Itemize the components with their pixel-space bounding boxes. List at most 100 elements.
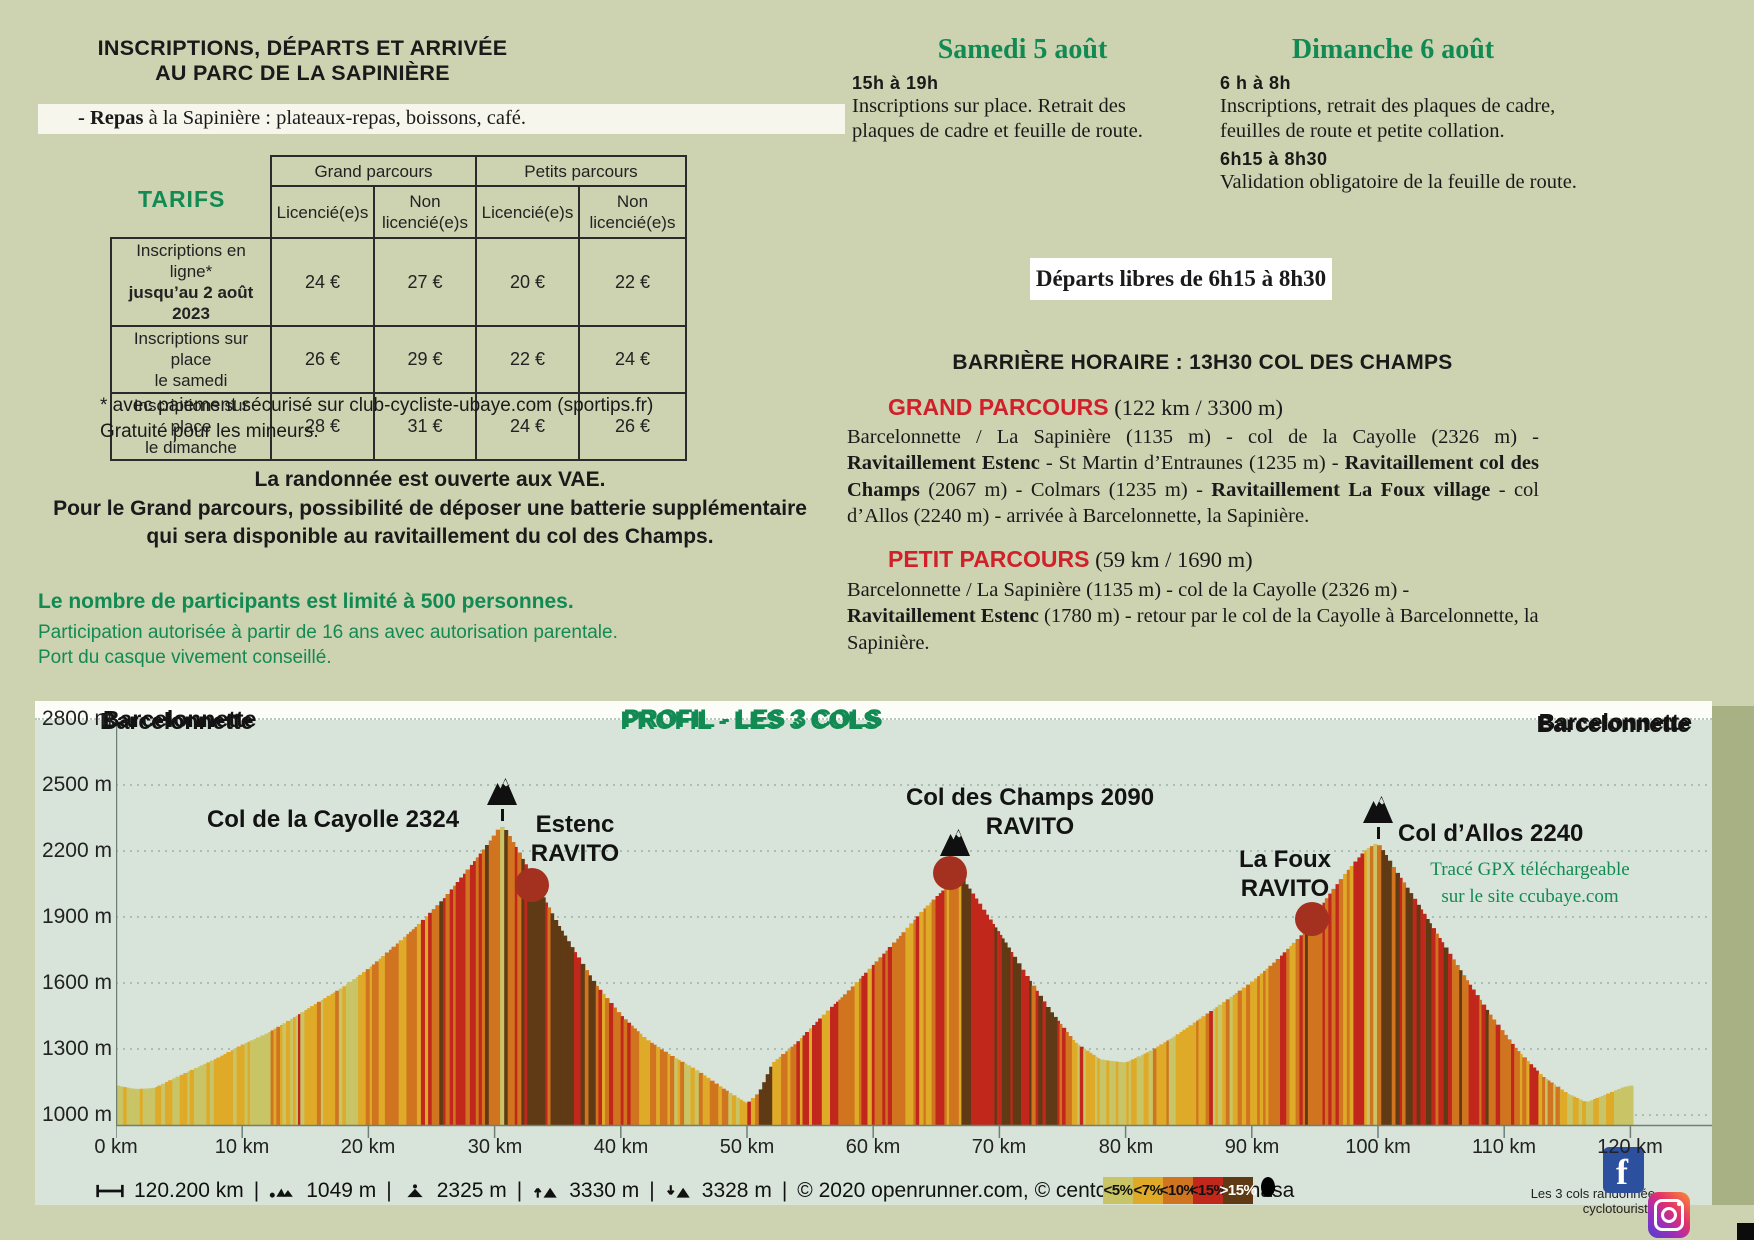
x-axis-label: 60 km	[845, 1136, 901, 1158]
grade-legend: <5% <7% <10% <15% >15%	[1103, 1177, 1257, 1204]
chart-title: PROFIL - LES 3 COLS	[620, 707, 880, 735]
x-axis-label: 40 km	[593, 1136, 649, 1158]
grade-legend-item: <15%	[1190, 1177, 1227, 1204]
price-cell: 31 €	[373, 392, 477, 461]
price-cell: 22 €	[578, 237, 687, 327]
x-axis-label: 100 km	[1345, 1136, 1411, 1158]
tarifs-corner-cell	[111, 156, 271, 186]
instagram-icon[interactable]	[1648, 1192, 1690, 1238]
stat-value: 3328 m	[701, 1179, 772, 1202]
x-axis-label: 120 km	[1597, 1136, 1663, 1158]
age-line: Participation autorisée à partir de 16 a…	[38, 622, 618, 643]
price-cell: 24 €	[270, 237, 375, 327]
participants-note: Le nombre de participants est limité à 5…	[38, 590, 618, 670]
grand-parcours-description: Barcelonnette / La Sapinière (1135 m) - …	[847, 426, 1540, 527]
price-cell: 29 €	[373, 325, 477, 394]
grade-legend-item: >15%	[1220, 1177, 1257, 1204]
helmet-line: Port du casque vivement conseillé.	[38, 647, 332, 668]
x-axis-label: 10 km	[214, 1136, 270, 1158]
footnote-payment: * avec paiement sécurisé sur club-cyclis…	[100, 395, 654, 416]
row-label: Inscriptions sur place le dimanche	[110, 392, 272, 461]
label-col-cayolle: Col de la Cayolle 2324	[206, 806, 460, 833]
stat-value: 120.200 km	[134, 1179, 244, 1202]
label-estenc-ravito: Estenc RAVITO	[530, 811, 620, 867]
samedi-time: 15h à 19h	[852, 73, 939, 93]
mountain-peak-icon	[485, 776, 519, 806]
descent-icon	[665, 1182, 693, 1200]
ravito-marker	[1295, 902, 1329, 936]
table-row: Inscriptions en ligne* jusqu’au 2 août 2…	[110, 237, 687, 327]
stat-value: 3330 m	[569, 1179, 640, 1202]
grade-legend-item: <5%	[1103, 1177, 1133, 1204]
x-axis-label: 0 km	[94, 1136, 138, 1158]
chart-top-strip	[35, 701, 1712, 720]
price-cell: 28 €	[270, 392, 375, 461]
price-cell: 22 €	[475, 325, 580, 394]
price-cell: 26 €	[578, 392, 687, 461]
departs-libres-box: Départs libres de 6h15 à 8h30	[1030, 258, 1332, 300]
subheader-licencie-2: Licencié(e)s	[475, 185, 580, 239]
peak-tick-mark	[501, 809, 504, 821]
chart-right-shadow-strip	[1712, 706, 1754, 1205]
chart-end-label: Barcelonnette	[1536, 711, 1690, 737]
table-row: Inscriptions sur place le samedi 26 € 29…	[110, 325, 687, 394]
label-col-des-champs-ravito: Col des Champs 2090 RAVITO	[905, 784, 1155, 840]
table-row: Inscriptions sur place le dimanche 28 € …	[110, 392, 687, 461]
page-title: INSCRIPTIONS, DÉPARTS ET ARRIVÉE AU PARC…	[40, 36, 565, 86]
price-cell: 24 €	[475, 392, 580, 461]
label-col-d-allos: Col d’Allos 2240	[1398, 820, 1584, 847]
facebook-icon[interactable]	[1603, 1147, 1644, 1193]
ascent-icon	[532, 1182, 560, 1200]
grade-legend-item: <10%	[1160, 1177, 1197, 1204]
stats-separator: |	[781, 1179, 788, 1202]
rider-dot-icon	[1261, 1177, 1275, 1197]
footnote-minors: Gratuité pour les mineurs.	[100, 421, 319, 442]
samedi-title: Samedi 5 août	[937, 34, 1108, 65]
grand-parcours-meta: (122 km / 3300 m)	[1108, 395, 1284, 420]
ravito-marker	[515, 868, 549, 902]
subheader-licencie-1: Licencié(e)s	[270, 185, 375, 239]
page-title-line1: INSCRIPTIONS, DÉPARTS ET ARRIVÉE	[97, 36, 508, 60]
dimanche-paragraph1: Inscriptions, retrait des plaques de cad…	[1220, 95, 1556, 142]
price-cell: 27 €	[373, 237, 477, 327]
tarifs-footnotes: * avec paiement sécurisé sur club-cyclis…	[100, 393, 653, 445]
samedi-paragraph: Inscriptions sur place. Retrait des plaq…	[852, 95, 1143, 142]
dimanche-time2: 6h15 à 8h30	[1220, 149, 1328, 169]
y-axis-label: 1000 m	[41, 1103, 112, 1126]
barriere-horaire: BARRIÈRE HORAIRE : 13H30 COL DES CHAMPS	[952, 351, 1453, 374]
x-axis-label: 70 km	[971, 1136, 1027, 1158]
dimanche-paragraph2: Validation obligatoire de la feuille de …	[1220, 171, 1577, 193]
dimanche-time1: 6 h à 8h	[1220, 73, 1292, 93]
page-title-line2: AU PARC DE LA SAPINIÈRE	[155, 61, 450, 85]
x-axis-label: 30 km	[467, 1136, 523, 1158]
peak-tick-mark	[1377, 827, 1380, 839]
x-axis-label: 110 km	[1471, 1136, 1537, 1158]
y-axis-label: 1300 m	[41, 1037, 112, 1060]
petit-parcours-meta: (59 km / 1690 m)	[1089, 547, 1253, 572]
gpx-note: Tracé GPX téléchargeable sur le site ccu…	[1430, 859, 1630, 907]
price-cell: 24 €	[578, 325, 687, 394]
dimanche-title: Dimanche 6 août	[1291, 34, 1495, 65]
grade-legend-item: <7%	[1133, 1177, 1163, 1204]
y-axis-label: 2800 m	[41, 707, 112, 730]
tarifs-table: Grand parcours Petits parcours Licencié(…	[110, 155, 687, 461]
row-label: Inscriptions sur place le samedi	[110, 325, 272, 394]
subheader-non-licencie-2: Non licencié(e)s	[578, 185, 687, 239]
stats-separator: |	[649, 1179, 655, 1202]
petit-parcours-heading: PETIT PARCOURS (59 km / 1690 m)	[888, 546, 1253, 573]
y-axis-label: 2500 m	[41, 773, 112, 796]
x-axis-label: 20 km	[340, 1136, 396, 1158]
stat-value: 2325 m	[436, 1179, 507, 1202]
tarifs-title: TARIFS	[138, 186, 226, 212]
price-cell: 20 €	[475, 237, 580, 327]
vae-paragraph: La randonnée est ouverte aux VAE. Pour l…	[53, 468, 807, 548]
y-axis-label: 1600 m	[41, 971, 112, 994]
max-altitude-icon	[402, 1182, 428, 1200]
distance-icon	[95, 1182, 125, 1200]
petit-parcours-name: PETIT PARCOURS	[888, 546, 1090, 572]
stats-separator: |	[253, 1179, 260, 1202]
x-axis-label: 80 km	[1098, 1136, 1154, 1158]
mountain-peak-icon	[1361, 794, 1395, 824]
col-group-grand: Grand parcours	[270, 155, 477, 187]
